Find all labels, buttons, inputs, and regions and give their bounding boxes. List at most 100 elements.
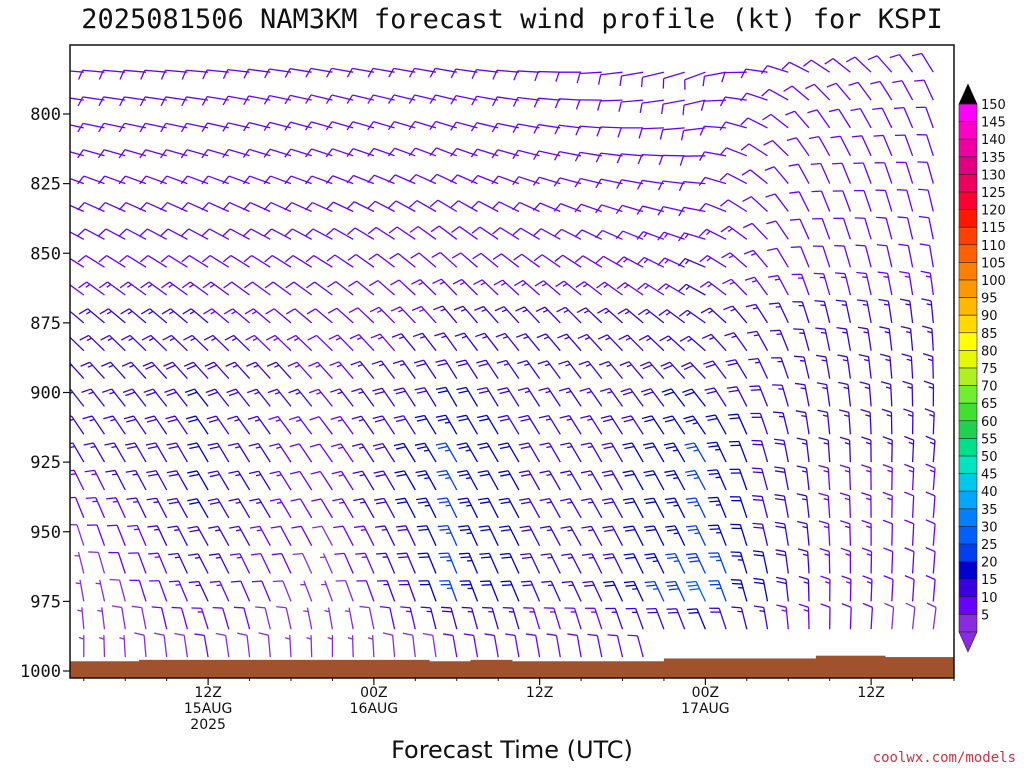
barb-flag bbox=[560, 470, 571, 474]
barb-flag bbox=[189, 473, 200, 478]
barb-flag bbox=[752, 443, 763, 446]
barb-flag bbox=[474, 305, 484, 312]
barb-shaft bbox=[541, 254, 561, 268]
colorbar-segment bbox=[958, 297, 978, 316]
barb-shaft bbox=[728, 225, 748, 240]
wind-barb bbox=[119, 254, 147, 268]
barb-shaft bbox=[296, 361, 313, 380]
barb-shaft bbox=[73, 469, 85, 491]
barb-shaft bbox=[419, 279, 437, 296]
barb-flag bbox=[791, 273, 802, 276]
wind-barb bbox=[763, 139, 789, 157]
barb-shaft bbox=[134, 442, 147, 463]
wind-barb bbox=[118, 201, 147, 213]
wind-barb bbox=[470, 174, 499, 185]
wind-barb bbox=[776, 604, 789, 630]
barb-shaft bbox=[568, 387, 582, 407]
barb-flag bbox=[491, 201, 500, 210]
wind-barb bbox=[537, 360, 561, 379]
colorbar-segment bbox=[958, 262, 978, 281]
barb-flag bbox=[121, 361, 132, 367]
barb-half-flag bbox=[543, 336, 549, 340]
barb-flag bbox=[619, 75, 623, 87]
wind-barb bbox=[838, 409, 852, 435]
terrain-step bbox=[553, 661, 610, 678]
barb-half-flag bbox=[231, 337, 237, 342]
colorbar-label: 30 bbox=[981, 520, 998, 535]
wind-barb bbox=[121, 361, 147, 380]
wind-barb bbox=[284, 121, 312, 131]
barb-shaft bbox=[186, 96, 209, 101]
barb-shaft bbox=[412, 635, 416, 658]
wind-barb bbox=[638, 127, 664, 139]
barb-half-flag bbox=[426, 610, 432, 613]
barb-half-flag bbox=[666, 338, 672, 342]
wind-barb bbox=[533, 150, 561, 160]
barb-flag bbox=[392, 360, 403, 365]
wind-barb bbox=[477, 470, 499, 491]
wind-barb bbox=[558, 387, 582, 407]
barb-flag bbox=[77, 96, 84, 107]
wind-barb bbox=[519, 497, 541, 519]
wind-barb bbox=[82, 415, 106, 435]
barb-flag bbox=[897, 216, 908, 219]
wind-barb bbox=[664, 497, 686, 519]
barb-flag bbox=[828, 108, 839, 113]
barb-shaft bbox=[714, 414, 727, 435]
barb-flag bbox=[272, 580, 283, 583]
barb-shaft bbox=[101, 607, 106, 630]
barb-half-flag bbox=[420, 335, 426, 339]
barb-shaft bbox=[776, 248, 789, 268]
barb-flag bbox=[698, 228, 707, 237]
wind-barb bbox=[263, 228, 292, 240]
wind-barb bbox=[567, 633, 582, 658]
barb-half-flag bbox=[777, 360, 783, 363]
barb-flag bbox=[499, 445, 511, 450]
barb-flag bbox=[815, 354, 827, 358]
wind-barb bbox=[751, 467, 769, 491]
barb-flag bbox=[375, 552, 387, 555]
barb-flag bbox=[310, 470, 321, 475]
colorbar-label: 85 bbox=[981, 327, 998, 342]
barb-shaft bbox=[712, 360, 727, 379]
barb-flag bbox=[437, 497, 448, 500]
barb-flag bbox=[647, 611, 658, 614]
wind-barb bbox=[830, 135, 851, 157]
wind-barb bbox=[306, 635, 313, 658]
colorbar-segment bbox=[958, 561, 978, 580]
wind-barb bbox=[555, 280, 582, 296]
barb-flag bbox=[870, 80, 881, 85]
barb-shaft bbox=[291, 228, 313, 240]
barb-half-flag bbox=[588, 556, 594, 559]
barb-shaft bbox=[435, 67, 457, 73]
barb-shaft bbox=[445, 442, 458, 463]
barb-flag bbox=[516, 333, 526, 338]
wind-barb bbox=[284, 68, 312, 78]
barb-flag bbox=[597, 307, 607, 314]
barb-flag bbox=[143, 388, 154, 394]
wind-barb bbox=[597, 307, 623, 324]
barb-flag bbox=[70, 388, 71, 394]
barb-shaft bbox=[849, 523, 852, 546]
wind-barb bbox=[70, 228, 85, 240]
barb-flag bbox=[374, 497, 385, 501]
barb-shaft bbox=[538, 150, 561, 157]
barb-flag bbox=[387, 147, 396, 157]
barb-flag bbox=[181, 96, 187, 107]
barb-shaft bbox=[133, 415, 147, 435]
colorbar-segment bbox=[958, 332, 978, 351]
wind-barb bbox=[862, 602, 874, 630]
barb-flag bbox=[775, 549, 786, 553]
barb-half-flag bbox=[546, 445, 552, 449]
barb-flag bbox=[395, 418, 406, 423]
barb-flag bbox=[326, 254, 336, 262]
barb-half-flag bbox=[254, 391, 260, 395]
wind-barb bbox=[657, 180, 685, 191]
barb-flag bbox=[689, 588, 700, 591]
wind-barb bbox=[70, 281, 85, 296]
barb-shaft bbox=[648, 361, 665, 380]
barb-flag bbox=[269, 498, 280, 502]
barb-flag bbox=[518, 470, 529, 474]
barb-half-flag bbox=[885, 386, 892, 390]
barb-half-flag bbox=[908, 469, 914, 473]
